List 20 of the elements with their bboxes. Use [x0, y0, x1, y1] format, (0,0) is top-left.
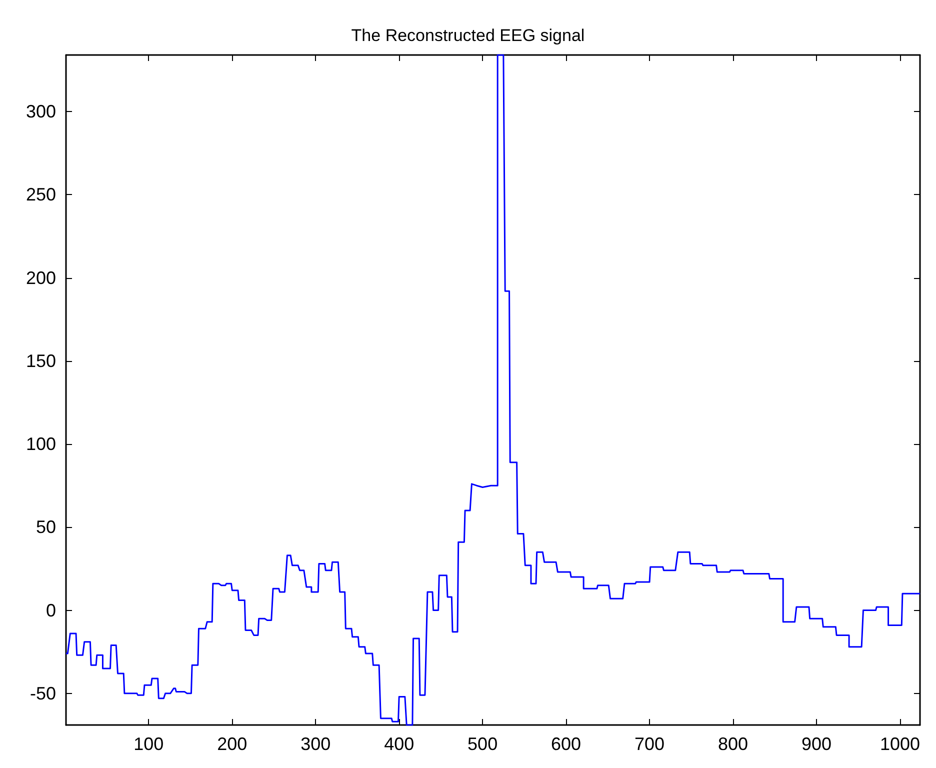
- line-series: [65, 54, 921, 726]
- x-tick-label: 600: [551, 734, 582, 754]
- x-tick-label: 900: [801, 734, 832, 754]
- y-tick-label: -50: [30, 683, 56, 704]
- y-tick-label: 0: [46, 600, 56, 620]
- x-tick-label: 500: [468, 734, 498, 754]
- y-tick-label: 200: [26, 268, 56, 288]
- x-tick-label: 200: [217, 734, 248, 754]
- chart-title: The Reconstructed EEG signal: [351, 26, 585, 45]
- x-tick-label: 100: [134, 734, 164, 754]
- x-tick-label: 700: [634, 734, 665, 754]
- y-tick-label: 50: [36, 517, 56, 538]
- x-tick-label: 1000: [880, 734, 920, 754]
- y-tick-label: 150: [26, 350, 56, 371]
- x-tick-label: 400: [384, 734, 414, 754]
- y-tick-label: 100: [26, 434, 56, 454]
- y-tick-label: 250: [26, 184, 56, 205]
- x-tick-label: 800: [718, 734, 748, 754]
- y-tick-label: 300: [26, 102, 56, 122]
- x-tick-label: 300: [300, 734, 331, 754]
